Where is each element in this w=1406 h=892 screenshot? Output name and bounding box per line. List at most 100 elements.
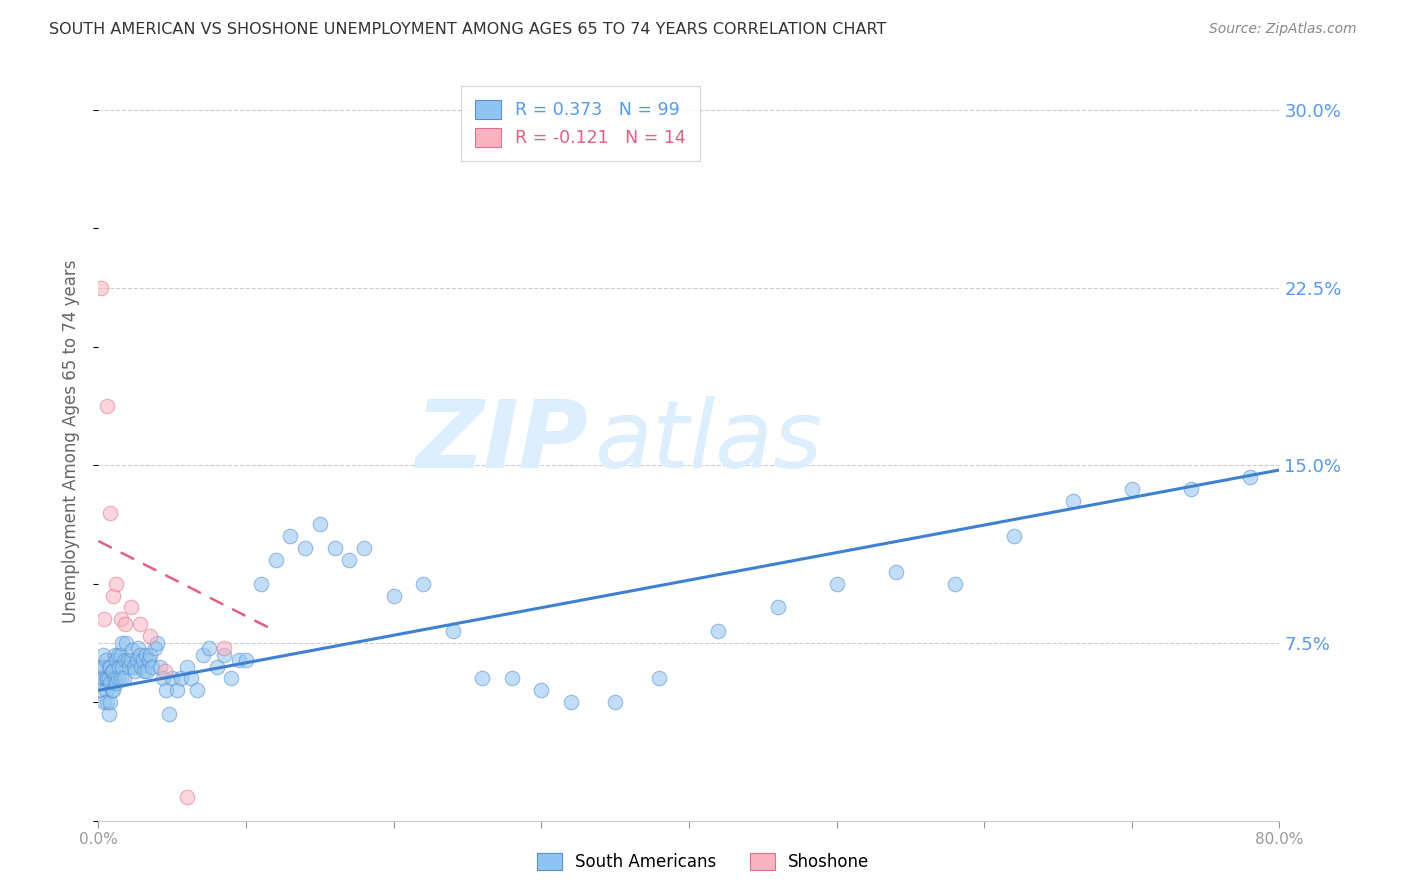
Point bbox=[180, 672, 202, 686]
Point bbox=[1062, 493, 1084, 508]
Point bbox=[120, 652, 142, 666]
Point bbox=[353, 541, 375, 556]
Point bbox=[221, 672, 243, 686]
Point bbox=[110, 612, 132, 626]
Point bbox=[94, 683, 117, 698]
Point bbox=[153, 665, 176, 679]
Point bbox=[186, 683, 208, 698]
Point bbox=[323, 541, 346, 556]
Point bbox=[339, 553, 361, 567]
Point bbox=[141, 659, 163, 673]
Point bbox=[193, 648, 215, 662]
Point bbox=[96, 399, 118, 413]
Point bbox=[121, 643, 143, 657]
Point bbox=[105, 576, 128, 591]
Point bbox=[98, 695, 121, 709]
Point bbox=[96, 695, 118, 709]
Point bbox=[157, 706, 180, 721]
Point bbox=[648, 672, 671, 686]
Point bbox=[139, 629, 162, 643]
Point bbox=[111, 659, 134, 673]
Point bbox=[94, 672, 117, 686]
Point bbox=[1239, 470, 1261, 484]
Point bbox=[149, 659, 172, 673]
Point bbox=[93, 659, 115, 673]
Point bbox=[501, 672, 523, 686]
Point bbox=[212, 640, 235, 655]
Point bbox=[136, 665, 159, 679]
Point bbox=[228, 652, 250, 666]
Point bbox=[127, 640, 149, 655]
Point bbox=[382, 589, 405, 603]
Point bbox=[108, 659, 131, 673]
Point bbox=[766, 600, 789, 615]
Point bbox=[152, 672, 174, 686]
Point bbox=[111, 636, 134, 650]
Point bbox=[134, 665, 156, 679]
Point bbox=[110, 648, 132, 662]
Point bbox=[943, 576, 966, 591]
Point bbox=[100, 683, 122, 698]
Point bbox=[112, 672, 135, 686]
Point bbox=[124, 665, 146, 679]
Point bbox=[176, 789, 198, 804]
Point bbox=[280, 529, 302, 543]
Point bbox=[146, 636, 169, 650]
Point bbox=[132, 652, 155, 666]
Point bbox=[309, 517, 332, 532]
Point bbox=[605, 695, 627, 709]
Point bbox=[135, 648, 157, 662]
Point bbox=[103, 589, 125, 603]
Point bbox=[530, 683, 553, 698]
Point bbox=[170, 672, 193, 686]
Point bbox=[120, 600, 142, 615]
Point bbox=[235, 652, 257, 666]
Text: SOUTH AMERICAN VS SHOSHONE UNEMPLOYMENT AMONG AGES 65 TO 74 YEARS CORRELATION CH: SOUTH AMERICAN VS SHOSHONE UNEMPLOYMENT … bbox=[49, 22, 887, 37]
Point bbox=[97, 672, 120, 686]
Point bbox=[1121, 482, 1143, 496]
Point bbox=[412, 576, 434, 591]
Point bbox=[93, 695, 115, 709]
Point bbox=[294, 541, 316, 556]
Point bbox=[97, 706, 120, 721]
Point bbox=[90, 659, 112, 673]
Point bbox=[98, 506, 121, 520]
Point bbox=[94, 652, 117, 666]
Point bbox=[162, 672, 183, 686]
Point bbox=[104, 672, 127, 686]
Point bbox=[97, 659, 120, 673]
Point bbox=[114, 652, 136, 666]
Point bbox=[100, 665, 122, 679]
Text: ZIP: ZIP bbox=[416, 395, 589, 488]
Point bbox=[707, 624, 730, 639]
Point bbox=[143, 640, 166, 655]
Point bbox=[198, 640, 221, 655]
Point bbox=[91, 648, 114, 662]
Point bbox=[115, 636, 138, 650]
Point bbox=[107, 672, 129, 686]
Point bbox=[250, 576, 273, 591]
Point bbox=[825, 576, 848, 591]
Point bbox=[98, 659, 121, 673]
Text: atlas: atlas bbox=[595, 396, 823, 487]
Legend: R = 0.373   N = 99, R = -0.121   N = 14: R = 0.373 N = 99, R = -0.121 N = 14 bbox=[461, 87, 700, 161]
Point bbox=[176, 659, 198, 673]
Text: Source: ZipAtlas.com: Source: ZipAtlas.com bbox=[1209, 22, 1357, 37]
Point bbox=[128, 648, 150, 662]
Point bbox=[91, 672, 114, 686]
Point bbox=[107, 648, 129, 662]
Point bbox=[128, 617, 150, 632]
Y-axis label: Unemployment Among Ages 65 to 74 years: Unemployment Among Ages 65 to 74 years bbox=[62, 260, 80, 624]
Point bbox=[93, 612, 115, 626]
Point bbox=[205, 659, 228, 673]
Point bbox=[212, 648, 235, 662]
Point bbox=[1002, 529, 1025, 543]
Point bbox=[264, 553, 287, 567]
Point bbox=[138, 652, 160, 666]
Point bbox=[122, 659, 145, 673]
Point bbox=[103, 665, 125, 679]
Point bbox=[884, 565, 907, 579]
Point bbox=[96, 672, 118, 686]
Point bbox=[129, 659, 152, 673]
Point bbox=[471, 672, 494, 686]
